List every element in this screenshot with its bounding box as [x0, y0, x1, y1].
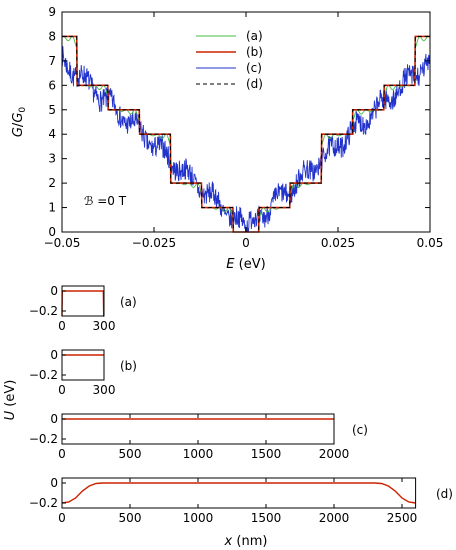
y-tick-label: 6: [48, 78, 56, 92]
potential-profile-line: [61, 290, 105, 317]
panel-frame: [61, 285, 105, 317]
y-tick-label: 3: [48, 152, 56, 166]
position-x-label: x (nm): [224, 534, 268, 549]
x-tick-label: 1500: [251, 511, 282, 525]
potential-panel: 0−0.20 300(b): [29, 348, 137, 397]
legend: (a) (b) (c) (d): [196, 29, 263, 91]
x-tick-label: 2000: [319, 447, 350, 461]
y-tick-label: 0: [50, 412, 58, 426]
x-tick-label: 1500: [251, 447, 282, 461]
y-tick-label: 0: [50, 284, 58, 298]
potential-panel: 0−0.20 500 1000 1500 2000(c): [29, 412, 368, 461]
legend-label: (b): [246, 45, 263, 59]
y-tick-label: 4: [48, 127, 56, 141]
axis-ticks: −0.05 −0.025 0 0.025 0.05 0 1 2 3 4 5 6 7 8 9: [44, 5, 444, 250]
x-axis-label: E (eV): [226, 257, 265, 272]
x-tick-label: 1000: [183, 511, 214, 525]
y-tick-label: 5: [48, 103, 56, 117]
y-tick-label: −0.2: [29, 368, 58, 382]
potential-profiles: 0−0.20 300(a)0−0.20 300(b)0−0.20 500 1000 150…: [29, 284, 453, 525]
x-tick-label: 0: [58, 319, 66, 333]
x-tick-label: 0: [58, 447, 66, 461]
potential-profile-line: [61, 482, 416, 504]
y-tick-label: 9: [48, 5, 56, 19]
y-tick-label: −0.2: [29, 432, 58, 446]
x-tick-label: 0: [242, 236, 250, 250]
x-tick-label: 500: [119, 447, 142, 461]
potential-y-label: U (eV): [3, 380, 18, 421]
x-tick-label: 0.025: [321, 236, 355, 250]
y-tick-label: 0: [48, 225, 56, 239]
y-tick-label: 7: [48, 54, 56, 68]
x-tick-label: 500: [119, 511, 142, 525]
x-tick-label: 2500: [387, 511, 418, 525]
x-tick-label: 300: [93, 383, 116, 397]
panel-tag: (b): [120, 359, 137, 373]
legend-label: (a): [246, 29, 263, 43]
x-tick-label: 0.05: [417, 236, 444, 250]
panel-tag: (a): [120, 295, 137, 309]
x-tick-label: 300: [93, 319, 116, 333]
potential-panel: 0−0.20 500 1000 1500 2000 2500(d): [29, 476, 453, 525]
y-tick-label: 8: [48, 29, 56, 43]
y-tick-label: −0.2: [29, 496, 58, 510]
y-tick-label: 0: [50, 348, 58, 362]
x-tick-label: 1000: [183, 447, 214, 461]
y-tick-label: 0: [50, 476, 58, 490]
y-tick-label: 1: [48, 201, 56, 215]
x-tick-label: 0: [58, 383, 66, 397]
series-d-line: [62, 35, 430, 233]
panel-tag: (d): [436, 487, 453, 501]
y-tick-label: 2: [48, 176, 56, 190]
x-tick-label: −0.025: [132, 236, 176, 250]
field-annotation: ℬ =0 T: [84, 194, 127, 208]
legend-label: (d): [246, 77, 263, 91]
y-tick-label: −0.2: [29, 304, 58, 318]
panel-frame: [61, 477, 417, 509]
panel-frame: [61, 349, 105, 381]
legend-label: (c): [246, 61, 262, 75]
panel-tag: (c): [352, 423, 368, 437]
conductance-plot: −0.05 −0.025 0 0.025 0.05 0 1 2 3 4 5 6 7 8 9 G/G0 E (…: [11, 5, 443, 272]
y-axis-label: G/G0: [11, 107, 28, 138]
potential-panel: 0−0.20 300(a): [29, 284, 137, 333]
x-tick-label: 2000: [319, 511, 350, 525]
x-tick-label: −0.05: [44, 236, 81, 250]
x-tick-label: 0: [58, 511, 66, 525]
